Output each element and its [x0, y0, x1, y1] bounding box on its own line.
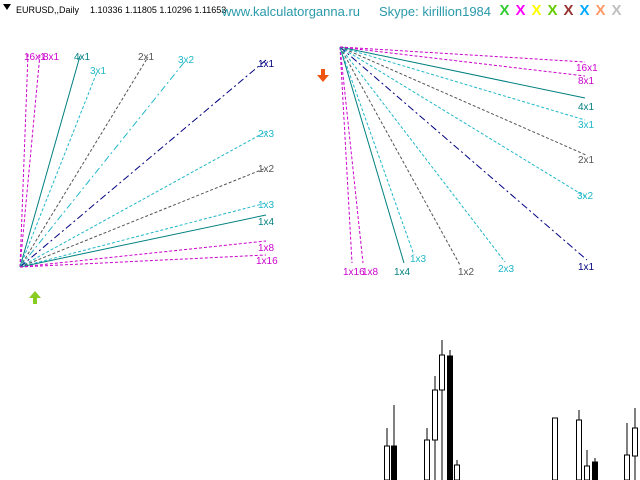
- fan-line-2x1[interactable]: [339, 46, 587, 156]
- fan-line-1x2[interactable]: [339, 46, 461, 266]
- candle: [624, 423, 630, 480]
- fan-label-1x8: 1x8: [258, 243, 275, 254]
- candle: [632, 408, 638, 480]
- arrow-up-icon: [29, 291, 41, 304]
- fan-label-1x4: 1x4: [258, 217, 275, 228]
- candle: [454, 460, 460, 480]
- mark-x-icon: X: [547, 2, 558, 19]
- mark-x-icon: X: [579, 2, 590, 19]
- fan-label-1x4: 1x4: [394, 267, 411, 278]
- fan-line-1x8[interactable]: [339, 46, 364, 264]
- fan-line-1x3[interactable]: [339, 46, 415, 256]
- fan-label-1x3: 1x3: [410, 254, 427, 265]
- skype-label: Skype: kirillion1984: [379, 4, 492, 19]
- candle: [391, 405, 397, 480]
- fan-line-2x3[interactable]: [339, 46, 506, 263]
- mark-x-icon: X: [563, 2, 574, 19]
- fan-line-1x4[interactable]: [339, 46, 405, 264]
- candle: [584, 450, 590, 480]
- mark-x-icon: X: [611, 2, 622, 19]
- candle: [432, 376, 438, 480]
- toggle-triangle-icon[interactable]: [3, 4, 11, 10]
- candle: [552, 417, 558, 480]
- fan-line-16x1[interactable]: [19, 53, 29, 268]
- fan-label-3x2: 3x2: [178, 55, 195, 66]
- fan-line-1x1[interactable]: [339, 46, 588, 261]
- fan-line-4x1[interactable]: [339, 46, 586, 99]
- fan-line-3x1[interactable]: [19, 71, 98, 268]
- candle: [447, 350, 453, 480]
- fan-label-1x1: 1x1: [258, 59, 275, 70]
- candle: [384, 428, 390, 480]
- mark-x-icon: X: [499, 2, 510, 19]
- fan-label-2x1: 2x1: [578, 155, 595, 166]
- mark-x-icon: X: [595, 2, 606, 19]
- fan-label-4x1: 4x1: [74, 52, 91, 63]
- fan-label-8x1: 8x1: [578, 76, 595, 87]
- fan-line-3x2[interactable]: [339, 46, 587, 198]
- fan-line-1x8[interactable]: [19, 240, 267, 268]
- fan-line-8x1[interactable]: [19, 53, 41, 268]
- mark-x-icon: X: [515, 2, 526, 19]
- fan-line-2x3[interactable]: [19, 130, 268, 268]
- price-candles: [384, 340, 638, 480]
- fan-label-1x16: 1x16: [256, 256, 278, 267]
- chart-symbol-label: EURUSD,,Daily: [16, 5, 80, 15]
- fan-line-1x16[interactable]: [19, 254, 267, 268]
- candle: [576, 410, 582, 480]
- fan-line-3x1[interactable]: [339, 46, 586, 121]
- fan-label-1x3: 1x3: [258, 200, 275, 211]
- fan-label-16x1: 16x1: [576, 63, 598, 74]
- fan-label-1x2: 1x2: [458, 267, 475, 278]
- fan-label-3x1: 3x1: [578, 120, 595, 131]
- fan-label-2x3: 2x3: [498, 264, 515, 275]
- fan-line-3x2[interactable]: [19, 59, 187, 268]
- candle: [439, 340, 445, 480]
- fan-label-3x1: 3x1: [90, 66, 107, 77]
- fan-line-2x1[interactable]: [19, 56, 149, 268]
- mark-x-icon: X: [531, 2, 542, 19]
- fan-line-1x4[interactable]: [19, 214, 267, 268]
- website-label: www.kalculatorganna.ru: [222, 4, 361, 19]
- fan-label-1x2: 1x2: [258, 164, 275, 175]
- fan-label-8x1: 8x1: [43, 52, 60, 63]
- fan-label-2x1: 2x1: [138, 52, 155, 63]
- ohlc-values: 1.10336 1.11805 1.10296 1.11653: [90, 5, 227, 15]
- fan-line-1x16[interactable]: [339, 46, 353, 264]
- arrow-down-icon: [317, 69, 329, 82]
- fan-line-1x1[interactable]: [19, 59, 267, 268]
- fan-line-4x1[interactable]: [19, 55, 81, 268]
- fan-label-16x1: 16x1: [24, 52, 46, 63]
- candle: [592, 458, 598, 480]
- fan-line-8x1[interactable]: [339, 46, 586, 77]
- signal-arrows: [29, 69, 329, 304]
- fan-label-1x16: 1x16: [343, 267, 365, 278]
- fan-label-1x1: 1x1: [578, 262, 595, 273]
- fan-line-1x3[interactable]: [19, 202, 267, 268]
- fan-label-4x1: 4x1: [578, 102, 595, 113]
- candle: [424, 428, 430, 480]
- fan-line-1x2[interactable]: [19, 167, 267, 268]
- fan-label-3x2: 3x2: [577, 191, 594, 202]
- fan-label-1x8: 1x8: [362, 267, 379, 278]
- fan-line-16x1[interactable]: [339, 46, 586, 63]
- fan-label-2x3: 2x3: [258, 129, 275, 140]
